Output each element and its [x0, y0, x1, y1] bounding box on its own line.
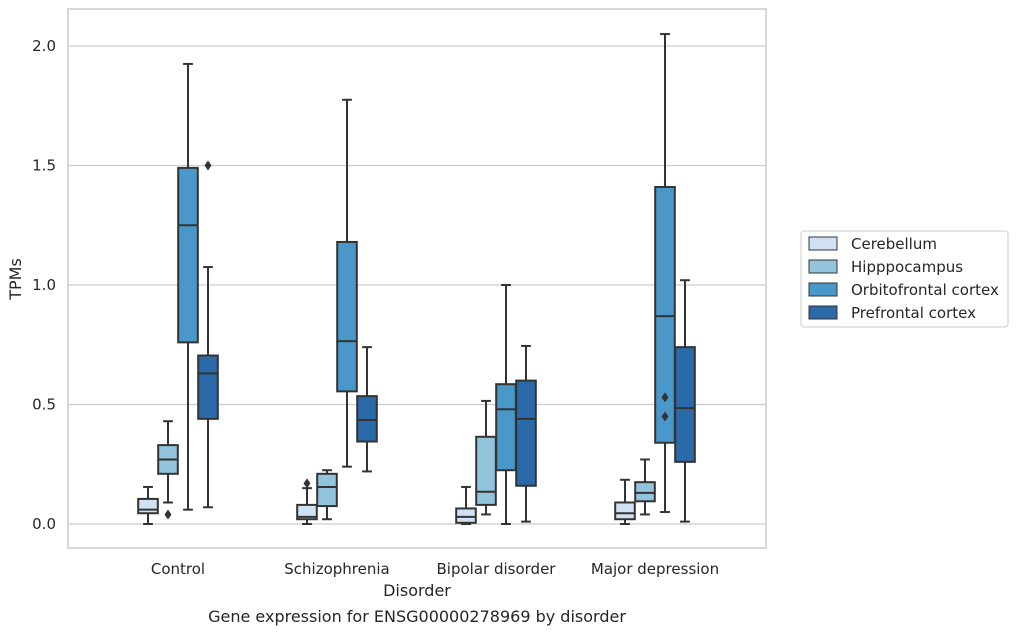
box-iqr	[614, 501, 636, 521]
box-cerebellum	[614, 478, 636, 525]
y-tick-label: 1.0	[32, 276, 56, 294]
legend-label: Prefrontal cortex	[851, 304, 976, 322]
legend-swatch	[808, 236, 838, 251]
box-iqr	[674, 346, 696, 463]
outlier-marker	[661, 392, 669, 403]
box-hipppocampus	[316, 469, 338, 521]
box-iqr	[316, 472, 338, 508]
box-iqr	[475, 435, 497, 506]
box-prefrontal-cortex	[674, 279, 696, 523]
legend-label: Hipppocampus	[851, 258, 963, 276]
box-iqr	[356, 395, 378, 443]
box-iqr	[197, 354, 219, 420]
box-plot-series	[137, 33, 696, 525]
box-prefrontal-cortex	[197, 160, 219, 509]
outlier-marker	[204, 160, 212, 171]
box-cerebellum	[137, 485, 159, 525]
box-orbitofrontal-cortex	[336, 98, 358, 468]
box-iqr	[495, 383, 517, 472]
legend-label: Cerebellum	[851, 235, 937, 253]
box-orbitofrontal-cortex	[177, 62, 199, 511]
chart-caption: Gene expression for ENSG00000278969 by d…	[208, 607, 626, 626]
box-iqr	[654, 186, 676, 444]
box-prefrontal-cortex	[515, 344, 537, 523]
y-tick-label: 0.5	[32, 396, 56, 414]
legend-label: Orbitofrontal cortex	[851, 281, 999, 299]
y-tick-label: 0.0	[32, 515, 56, 533]
x-tick-label: Control	[151, 560, 205, 578]
outlier-marker	[661, 411, 669, 422]
box-cerebellum	[296, 478, 318, 525]
box-iqr	[177, 166, 199, 344]
box-prefrontal-cortex	[356, 346, 378, 473]
x-axis-ticks: Control Schizophrenia Bipolar disorder Majo…	[151, 560, 719, 578]
box-iqr	[515, 379, 537, 487]
y-axis-ticks: 0.0 0.5 1.0 1.5 2.0	[32, 37, 56, 533]
plot-frame	[67, 8, 767, 549]
legend-frame	[800, 230, 1009, 328]
x-tick-label: Schizophrenia	[284, 560, 389, 578]
box-iqr	[336, 240, 358, 393]
box-iqr	[455, 507, 477, 524]
box-hipppocampus	[157, 420, 179, 520]
legend: Cerebellum Hipppocampus Orbitofrontal cort…	[800, 230, 1009, 328]
box-hipppocampus	[475, 399, 497, 516]
y-tick-label: 1.5	[32, 157, 56, 175]
legend-swatch	[808, 259, 838, 274]
box-iqr	[296, 503, 318, 521]
legend-swatch	[808, 282, 838, 297]
x-tick-label: Major depression	[591, 560, 719, 578]
box-cerebellum	[455, 485, 477, 525]
x-tick-label: Bipolar disorder	[437, 560, 557, 578]
outlier-marker	[164, 509, 172, 520]
legend-swatch	[808, 305, 838, 320]
outlier-marker	[303, 478, 311, 489]
y-tick-label: 2.0	[32, 37, 56, 55]
x-axis-label: Disorder	[383, 581, 451, 600]
box-iqr	[634, 481, 656, 503]
box-iqr	[137, 497, 159, 515]
box-orbitofrontal-cortex	[495, 284, 517, 525]
box-orbitofrontal-cortex	[654, 33, 676, 514]
box-hipppocampus	[634, 458, 656, 516]
y-axis-label: TPMs	[6, 258, 25, 301]
